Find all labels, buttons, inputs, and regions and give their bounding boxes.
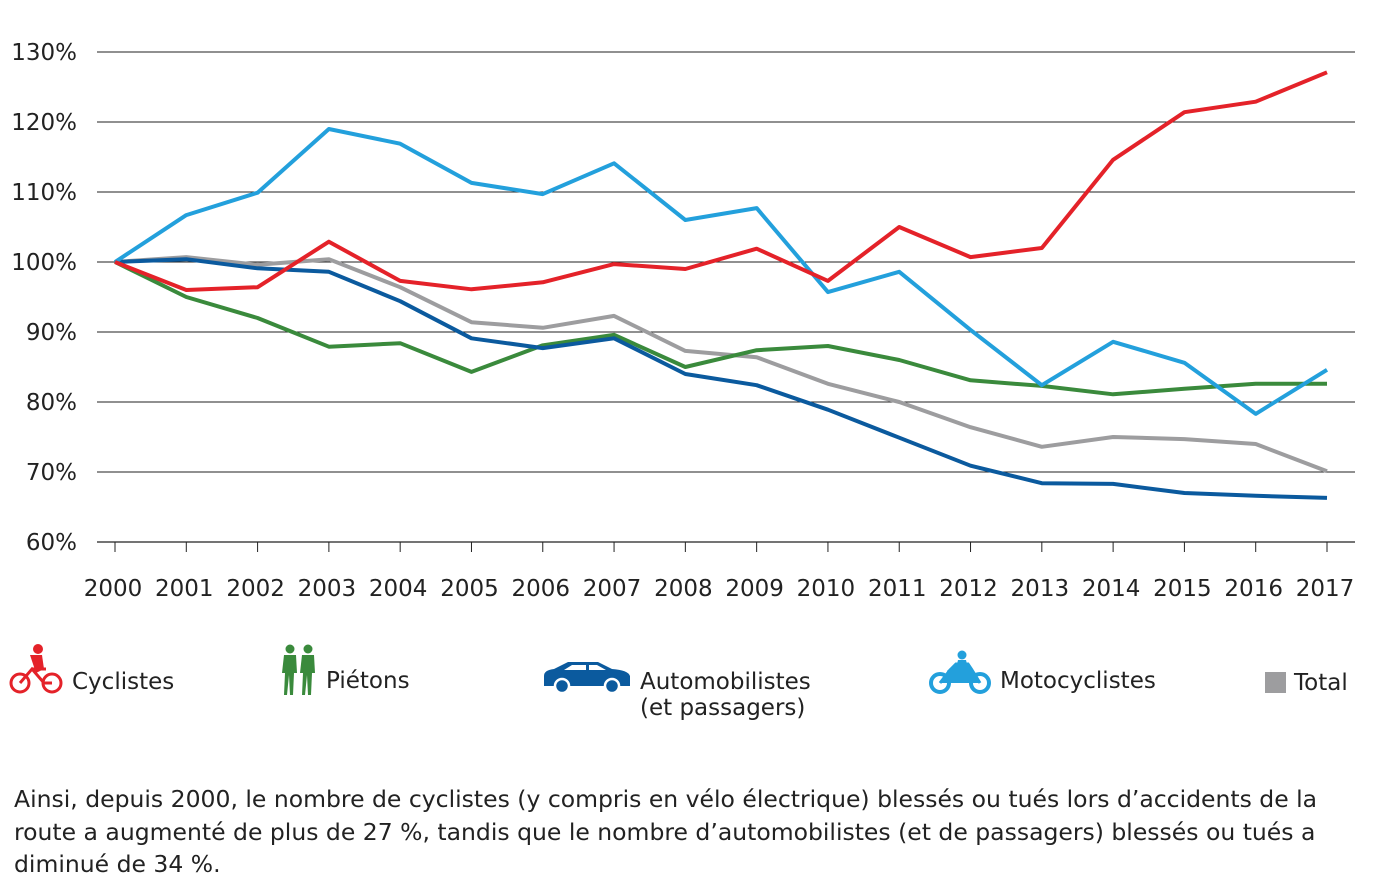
legend-label-automobilistes: Automobilistes <box>640 669 811 695</box>
series-line-total <box>114 255 1328 474</box>
gray-square-icon <box>1265 672 1286 693</box>
x-tick-label: 2010 <box>797 576 856 602</box>
x-tick-label: 2009 <box>725 576 784 602</box>
motorcycle-icon <box>929 650 991 694</box>
legend-automobilistes: Automobilistes (et passagers) <box>542 660 811 721</box>
x-tick-label: 2005 <box>440 576 499 602</box>
legend-label-pietons: Piétons <box>326 668 410 694</box>
x-tick-label: 2001 <box>155 576 214 602</box>
x-tick-label: 2004 <box>369 576 428 602</box>
legend-total: Total <box>1265 670 1348 696</box>
x-axis-ticks: 2000 2001 2002 2003 2004 2005 2006 2007 2008 2009… <box>84 542 1355 602</box>
x-tick-label: 2012 <box>939 576 998 602</box>
x-tick-label: 2008 <box>654 576 713 602</box>
y-tick-label: 120% <box>11 110 77 136</box>
series-lines <box>113 70 1329 500</box>
y-tick-label: 70% <box>26 460 77 486</box>
x-tick-label: 2011 <box>868 576 927 602</box>
pedestrians-icon <box>282 644 315 695</box>
series-line-pietons <box>114 260 1327 397</box>
legend-motocyclistes: Motocyclistes <box>928 650 1156 694</box>
legend-cyclistes: Cyclistes <box>8 643 174 695</box>
car-icon <box>544 662 630 694</box>
series-line-automobilistes <box>114 257 1328 500</box>
legend-pietons: Piétons <box>280 643 410 697</box>
x-tick-label: 2016 <box>1224 576 1283 602</box>
legend-label-motocyclistes: Motocyclistes <box>1000 668 1156 694</box>
x-tick-label: 2007 <box>583 576 642 602</box>
line-chart: 60%70%80%90%100%110%120%130% 2000 2001 200… <box>11 40 1355 602</box>
y-tick-label: 60% <box>26 530 77 556</box>
bicycle-rider-icon <box>9 644 63 694</box>
y-axis-ticks: 60% 70% 80% 90% 100% 110% 120% 130% <box>11 40 77 556</box>
x-tick-label: 2017 <box>1296 576 1355 602</box>
legend-label-total: Total <box>1294 670 1348 696</box>
x-tick-label: 2015 <box>1153 576 1212 602</box>
x-tick-label: 2002 <box>226 576 285 602</box>
y-tick-label: 110% <box>11 180 77 206</box>
x-tick-label: 2014 <box>1082 576 1141 602</box>
x-tick-label: 2000 <box>84 576 143 602</box>
x-tick-label: 2006 <box>511 576 570 602</box>
y-tick-label: 130% <box>11 40 77 66</box>
y-tick-label: 80% <box>26 390 77 416</box>
legend-label-automobilistes-sub: (et passagers) <box>640 695 806 721</box>
x-tick-label: 2003 <box>298 576 357 602</box>
y-tick-label: 100% <box>11 250 77 276</box>
legend-label-cyclistes: Cyclistes <box>72 669 175 695</box>
x-tick-label: 2013 <box>1011 576 1070 602</box>
y-tick-label: 90% <box>26 320 77 346</box>
caption-text: Ainsi, depuis 2000, le nombre de cyclist… <box>14 785 1318 878</box>
series-line-motocyclistes <box>113 127 1329 416</box>
series-line-cyclistes <box>114 70 1328 292</box>
